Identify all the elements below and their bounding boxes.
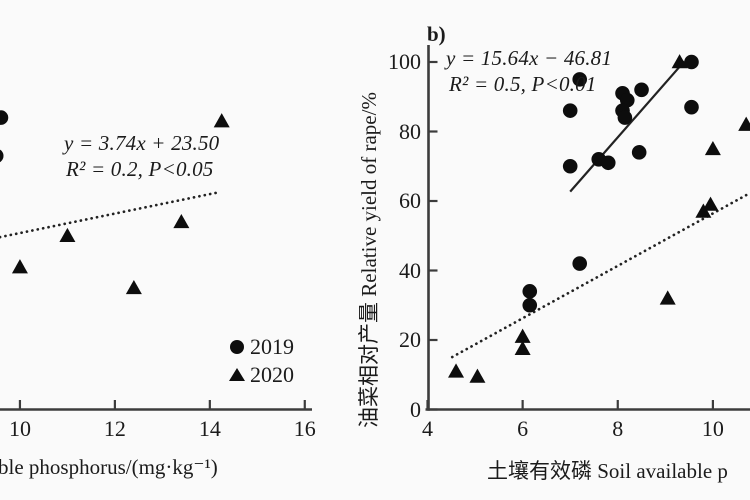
legend: 2019 2020 (224, 334, 294, 387)
panel-b-label: b) (427, 22, 446, 46)
triangle-marker-icon (224, 368, 250, 381)
x-tick-label: 12 (103, 416, 126, 441)
x-tick-label: 10 (8, 416, 31, 441)
panel-b-y-axis-label: 油菜相对产量 Relative yield of rape/% (357, 92, 381, 428)
panel-b-stats: R² = 0.5, P<0.01 (449, 72, 597, 96)
x-tick-label: 14 (198, 416, 221, 441)
y-tick-label: 0 (410, 396, 421, 422)
circle-marker-icon (224, 339, 250, 354)
legend-item-2019: 2019 (224, 334, 294, 359)
panel-a-x-axis-label: ble phosphorus/(mg·kg⁻¹) (0, 455, 218, 479)
panel-b-x-axis-label: 土壤有效磷 Soil available p (487, 459, 728, 483)
legend-label-2019: 2019 (250, 333, 294, 359)
y-tick-label: 80 (399, 118, 421, 144)
legend-item-2020: 2020 (224, 362, 294, 387)
legend-label-2020: 2020 (250, 361, 294, 387)
y-tick-label: 100 (388, 49, 421, 74)
panel-a-equation: y = 3.74x + 23.50 (64, 131, 220, 155)
y-tick-label: 20 (399, 327, 421, 352)
x-tick-label: 16 (293, 416, 316, 441)
x-tick-label: 6 (517, 416, 529, 441)
x-tick-label: 10 (701, 416, 724, 441)
x-tick-label: 4 (422, 416, 433, 441)
panel-b-equation: y = 15.64x − 46.81 (446, 46, 613, 70)
panel-a-stats: R² = 0.2, P<0.05 (66, 157, 214, 181)
y-tick-label: 40 (399, 257, 421, 283)
y-tick-label: 60 (399, 188, 421, 213)
x-tick-label: 8 (612, 416, 624, 441)
